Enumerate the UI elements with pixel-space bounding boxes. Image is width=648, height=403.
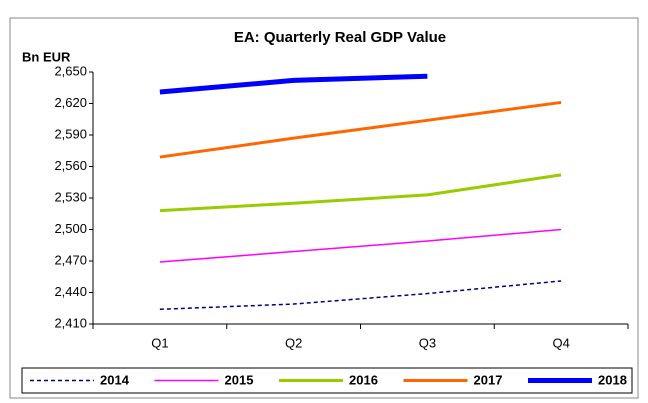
y-tick-label: 2,410 (54, 315, 87, 330)
series-line (159, 100, 562, 159)
series-line (159, 73, 428, 95)
legend-label: 2018 (598, 372, 627, 387)
x-tick-label: Q3 (419, 335, 436, 350)
legend-box (21, 367, 633, 394)
x-tick-label: Q4 (552, 335, 569, 350)
chart-frame (9, 17, 639, 399)
y-axis-label: Bn EUR (22, 49, 71, 64)
x-tick-label: Q1 (151, 335, 168, 350)
y-tick-label: 2,620 (54, 95, 87, 110)
series-line (159, 280, 562, 311)
y-tick-label: 2,470 (54, 252, 87, 267)
legend-label: 2016 (349, 372, 378, 387)
series-line (159, 173, 562, 213)
y-tick-label: 2,440 (54, 284, 87, 299)
chart-title: EA: Quarterly Real GDP Value (234, 29, 446, 46)
legend-label: 2015 (225, 372, 254, 387)
x-tick-label: Q2 (285, 335, 302, 350)
legend-label: 2014 (100, 372, 130, 387)
y-tick-label: 2,530 (54, 189, 87, 204)
y-tick-label: 2,590 (54, 126, 87, 141)
y-tick-label: 2,560 (54, 158, 87, 173)
series-line (159, 228, 562, 263)
legend-label: 2017 (474, 372, 503, 387)
y-tick-label: 2,500 (54, 221, 87, 236)
y-tick-label: 2,650 (54, 63, 87, 78)
